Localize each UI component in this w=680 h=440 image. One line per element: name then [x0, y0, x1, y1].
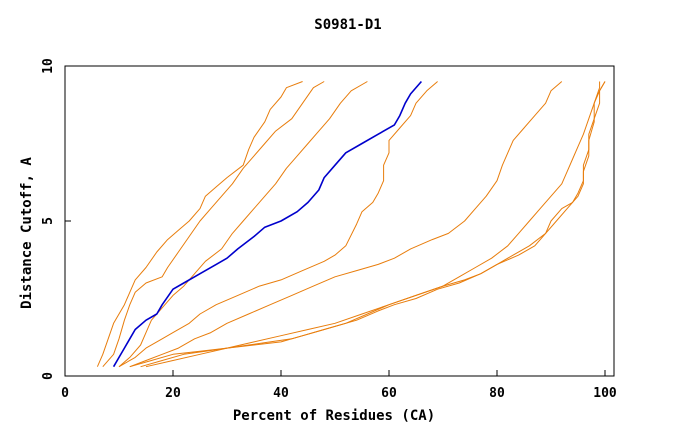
series-line-2	[102, 81, 325, 368]
series-line-3	[118, 81, 368, 368]
series-line-6	[129, 81, 563, 368]
series-line-7	[145, 81, 606, 368]
series-line-9	[140, 81, 601, 368]
x-tick-label: 80	[489, 386, 505, 401]
x-tick-label: 100	[593, 386, 617, 401]
y-axis-label: Distance Cutoff, A	[19, 157, 35, 309]
chart-title: S0981-D1	[314, 17, 381, 33]
series-line-5	[118, 81, 438, 368]
series-line-1	[96, 81, 303, 367]
x-tick-label: 0	[61, 386, 69, 401]
plot-area	[96, 80, 606, 368]
x-tick-label: 60	[381, 386, 397, 401]
y-tick-label: 0	[41, 372, 56, 380]
series-line-highlight	[112, 80, 423, 368]
x-axis-label: Percent of Residues (CA)	[233, 408, 435, 424]
x-tick-label: 20	[165, 386, 181, 401]
y-tick-label: 5	[41, 217, 56, 225]
axis-ticks: 0 20 40 60 80 100 0 5 10	[41, 58, 617, 401]
x-tick-label: 40	[273, 386, 289, 401]
y-tick-label: 10	[41, 58, 56, 74]
